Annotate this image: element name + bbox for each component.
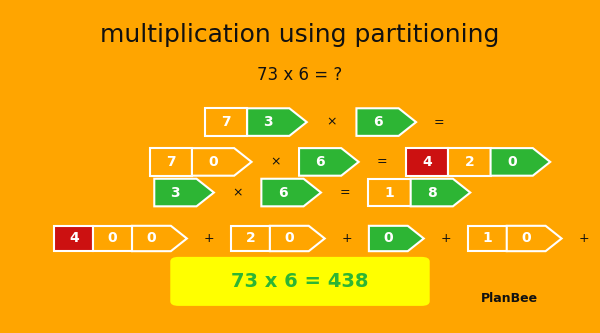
Polygon shape (247, 108, 307, 136)
Text: 0: 0 (383, 231, 393, 245)
Polygon shape (55, 226, 93, 251)
Text: 2: 2 (464, 155, 475, 169)
Text: 6: 6 (316, 155, 325, 169)
Text: +: + (203, 232, 214, 245)
Text: 3: 3 (170, 185, 180, 199)
Text: 0: 0 (284, 231, 294, 245)
Polygon shape (368, 179, 410, 206)
Text: 0: 0 (108, 231, 118, 245)
Polygon shape (231, 226, 270, 251)
Text: 0: 0 (507, 155, 517, 169)
Text: 7: 7 (166, 155, 176, 169)
Polygon shape (154, 179, 214, 206)
Text: 0: 0 (146, 231, 156, 245)
Text: ×: × (270, 156, 281, 168)
Text: 73 x 6 = 438: 73 x 6 = 438 (231, 272, 369, 291)
Text: 1: 1 (482, 231, 492, 245)
Polygon shape (406, 148, 448, 176)
Polygon shape (299, 148, 359, 176)
Text: 8: 8 (427, 185, 437, 199)
Text: 1: 1 (385, 185, 394, 199)
Text: =: = (340, 186, 350, 199)
Text: 4: 4 (69, 231, 79, 245)
Polygon shape (468, 226, 507, 251)
Text: 2: 2 (245, 231, 256, 245)
Text: 6: 6 (373, 115, 382, 129)
Polygon shape (192, 148, 251, 176)
Text: =: = (377, 156, 388, 168)
Polygon shape (270, 226, 325, 251)
FancyBboxPatch shape (170, 257, 430, 306)
Polygon shape (150, 148, 192, 176)
Polygon shape (448, 148, 491, 176)
Polygon shape (132, 226, 187, 251)
Text: +: + (341, 232, 352, 245)
Text: 0: 0 (521, 231, 531, 245)
Polygon shape (356, 108, 416, 136)
Polygon shape (369, 226, 424, 251)
Text: multiplication using partitioning: multiplication using partitioning (100, 23, 500, 47)
Polygon shape (93, 226, 132, 251)
Text: ×: × (232, 186, 243, 199)
Polygon shape (507, 226, 562, 251)
Text: 4: 4 (422, 155, 432, 169)
Text: PlanBee: PlanBee (481, 292, 538, 305)
Text: 7: 7 (221, 115, 231, 129)
Text: 6: 6 (278, 185, 287, 199)
Polygon shape (410, 179, 470, 206)
Text: ×: × (326, 116, 337, 129)
Polygon shape (205, 108, 247, 136)
Polygon shape (262, 179, 321, 206)
Text: 3: 3 (263, 115, 273, 129)
Text: =: = (434, 116, 445, 129)
Text: +: + (440, 232, 451, 245)
Text: 0: 0 (208, 155, 218, 169)
Text: 73 x 6 = ?: 73 x 6 = ? (257, 66, 343, 84)
Polygon shape (491, 148, 550, 176)
Text: +: + (578, 232, 589, 245)
